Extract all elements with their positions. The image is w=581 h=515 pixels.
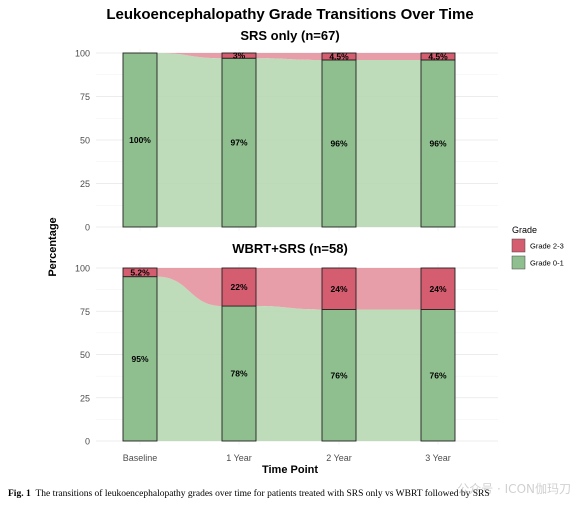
data-label-grade-2-3: 22% [230, 282, 247, 292]
y-tick-label: 0 [85, 437, 90, 447]
y-tick-label: 100 [75, 264, 90, 274]
bar-grade-2-3 [321, 267, 357, 310]
y-tick-label: 75 [80, 307, 90, 317]
panel-title: WBRT+SRS (n=58) [232, 241, 348, 256]
bar-grade-0-1 [221, 57, 257, 228]
legend-title: Grade [512, 225, 537, 235]
x-tick-label: 1 Year [226, 453, 252, 463]
y-axis-title: Percentage [47, 217, 59, 276]
y-tick-label: 50 [80, 350, 90, 360]
x-tick-label: 3 Year [425, 453, 451, 463]
legend-swatch [511, 238, 526, 253]
flow-grade-2-3 [123, 268, 455, 310]
data-label-grade-2-3: 24% [330, 284, 347, 294]
bar-grade-2-3 [221, 52, 257, 59]
y-tick-label: 0 [85, 223, 90, 233]
data-label-grade-0-1: 100% [129, 135, 151, 145]
legend-swatch [511, 255, 526, 270]
figure-title: Leukoencephalopathy Grade Transitions Ov… [106, 6, 473, 23]
panel-title: SRS only (n=67) [240, 28, 339, 43]
y-tick-label: 50 [80, 136, 90, 146]
bar-grade-2-3 [321, 52, 357, 61]
y-tick-label: 100 [75, 49, 90, 59]
data-label-grade-2-3: 5.2% [130, 267, 150, 277]
x-tick-label: 2 Year [326, 453, 352, 463]
figure-caption: Fig. 1 The transitions of leukoencephalo… [8, 489, 490, 499]
data-label-grade-2-3: 4.5% [428, 51, 448, 61]
data-label-grade-0-1: 76% [330, 370, 347, 380]
data-label-grade-0-1: 97% [230, 138, 247, 148]
bar-grade-2-3 [122, 267, 158, 278]
data-label-grade-0-1: 78% [230, 369, 247, 379]
flow-grade-2-3 [123, 53, 455, 60]
figure-canvas: Leukoencephalopathy Grade Transitions Ov… [47, 6, 564, 476]
bar-grade-0-1 [122, 52, 158, 228]
legend-label: Grade 2-3 [530, 242, 564, 251]
flow-grade-0-1 [123, 276, 455, 441]
bar-grade-0-1 [321, 59, 357, 228]
x-axis-title: Time Point [262, 464, 318, 476]
watermark: 公众号 · ICON伽玛刀 [457, 482, 571, 496]
panel-2: WBRT+SRS (n=58) 0 25 50 75 100 95% 5.2% 78% 22% 76… [75, 241, 498, 447]
y-tick-label: 25 [80, 393, 90, 403]
data-label-grade-0-1: 96% [330, 138, 347, 148]
caption-label: Fig. 1 [8, 489, 31, 499]
y-tick-label: 25 [80, 179, 90, 189]
bar-grade-2-3 [221, 267, 257, 307]
bar-grade-0-1 [420, 309, 456, 442]
data-label-grade-2-3: 3% [233, 51, 246, 61]
legend: Grade Grade 2-3 Grade 0-1 [511, 225, 564, 270]
data-label-grade-0-1: 95% [131, 354, 148, 364]
y-tick-label: 75 [80, 92, 90, 102]
bar-grade-2-3 [420, 267, 456, 310]
bar-grade-0-1 [221, 305, 257, 442]
data-label-grade-0-1: 76% [429, 370, 446, 380]
bar-grade-2-3 [420, 52, 456, 61]
data-label-grade-2-3: 4.5% [329, 51, 349, 61]
bar-grade-0-1 [420, 59, 456, 228]
data-label-grade-0-1: 96% [429, 138, 446, 148]
panel-1: SRS only (n=67) 0 25 50 75 100 100% 97% 3% 96% 4.5… [75, 28, 498, 233]
bar-grade-0-1 [321, 309, 357, 442]
legend-label: Grade 0-1 [530, 259, 564, 268]
flow-grade-0-1 [123, 53, 455, 227]
bar-grade-0-1 [122, 276, 158, 442]
caption-text: The transitions of leukoencephalopathy g… [35, 489, 490, 499]
data-label-grade-2-3: 24% [429, 284, 446, 294]
x-tick-label: Baseline [123, 453, 158, 463]
